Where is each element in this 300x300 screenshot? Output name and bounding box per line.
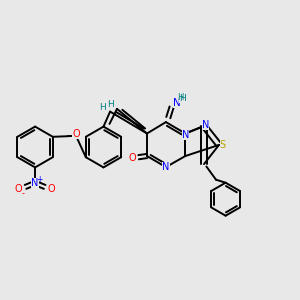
- Text: H: H: [100, 103, 106, 112]
- Text: N: N: [172, 98, 180, 108]
- Text: H: H: [179, 94, 186, 103]
- Text: N: N: [182, 130, 189, 140]
- Text: N: N: [162, 162, 169, 172]
- Text: O: O: [128, 153, 136, 164]
- Text: -: -: [22, 190, 25, 199]
- Text: H: H: [107, 100, 114, 109]
- Text: O: O: [72, 129, 80, 140]
- Text: N: N: [202, 120, 209, 130]
- Text: +: +: [36, 175, 43, 184]
- Text: O: O: [15, 184, 22, 194]
- Text: S: S: [220, 140, 226, 150]
- Text: O: O: [48, 184, 56, 194]
- Text: N: N: [32, 178, 39, 188]
- Text: H: H: [177, 93, 183, 102]
